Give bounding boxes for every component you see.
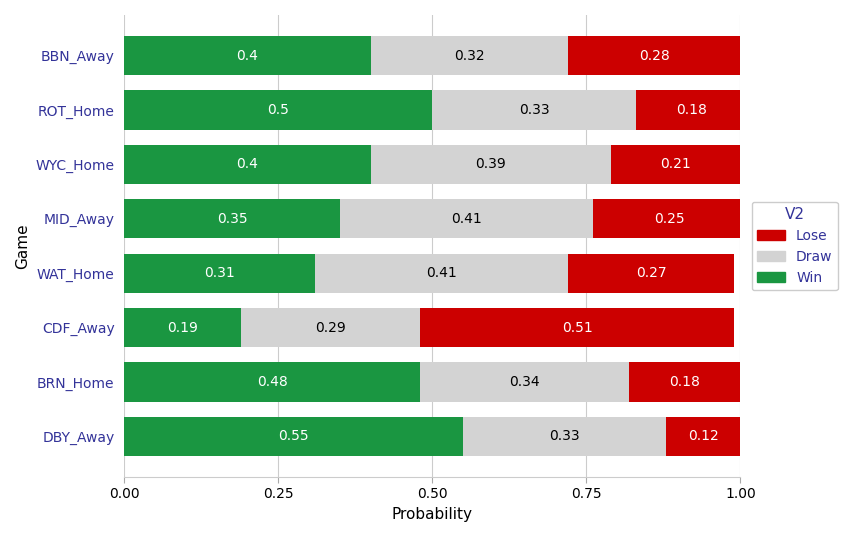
Bar bbox=[419, 362, 629, 402]
Text: 0.41: 0.41 bbox=[425, 266, 456, 280]
Text: 0.41: 0.41 bbox=[450, 212, 481, 226]
Text: 0.33: 0.33 bbox=[518, 103, 548, 117]
Text: 0.4: 0.4 bbox=[236, 157, 258, 171]
Text: 0.33: 0.33 bbox=[548, 430, 579, 444]
Bar bbox=[567, 253, 734, 293]
Bar bbox=[241, 308, 419, 347]
Text: 0.34: 0.34 bbox=[509, 375, 540, 389]
Text: 0.21: 0.21 bbox=[660, 157, 691, 171]
X-axis label: Probability: Probability bbox=[392, 507, 473, 522]
Bar bbox=[635, 90, 746, 129]
Bar bbox=[124, 362, 419, 402]
Bar bbox=[666, 417, 740, 456]
Bar bbox=[124, 36, 370, 75]
Bar bbox=[629, 362, 740, 402]
Bar bbox=[124, 417, 462, 456]
Text: 0.31: 0.31 bbox=[204, 266, 235, 280]
Text: 0.39: 0.39 bbox=[475, 157, 505, 171]
Text: 0.27: 0.27 bbox=[635, 266, 666, 280]
Bar bbox=[124, 90, 432, 129]
Bar bbox=[462, 417, 666, 456]
Bar bbox=[339, 199, 592, 238]
Text: 0.29: 0.29 bbox=[315, 321, 345, 335]
Bar bbox=[567, 36, 740, 75]
Text: 0.32: 0.32 bbox=[454, 48, 484, 63]
Text: 0.51: 0.51 bbox=[561, 321, 592, 335]
Legend: Lose, Draw, Win: Lose, Draw, Win bbox=[751, 201, 837, 291]
Bar bbox=[432, 90, 635, 129]
Text: 0.5: 0.5 bbox=[267, 103, 289, 117]
Text: 0.35: 0.35 bbox=[216, 212, 247, 226]
Text: 0.25: 0.25 bbox=[653, 212, 684, 226]
Bar bbox=[124, 253, 315, 293]
Bar bbox=[610, 145, 740, 184]
Text: 0.19: 0.19 bbox=[167, 321, 198, 335]
Bar bbox=[124, 145, 370, 184]
Bar bbox=[315, 253, 567, 293]
Text: 0.48: 0.48 bbox=[257, 375, 288, 389]
Bar bbox=[124, 308, 241, 347]
Text: 0.18: 0.18 bbox=[669, 375, 699, 389]
Y-axis label: Game: Game bbox=[15, 223, 30, 269]
Bar bbox=[419, 308, 734, 347]
Text: 0.12: 0.12 bbox=[687, 430, 718, 444]
Text: 0.28: 0.28 bbox=[638, 48, 669, 63]
Text: 0.18: 0.18 bbox=[675, 103, 706, 117]
Text: 0.55: 0.55 bbox=[278, 430, 308, 444]
Bar bbox=[370, 36, 567, 75]
Text: 0.4: 0.4 bbox=[236, 48, 258, 63]
Bar bbox=[370, 145, 610, 184]
Bar bbox=[124, 199, 339, 238]
Bar bbox=[592, 199, 746, 238]
